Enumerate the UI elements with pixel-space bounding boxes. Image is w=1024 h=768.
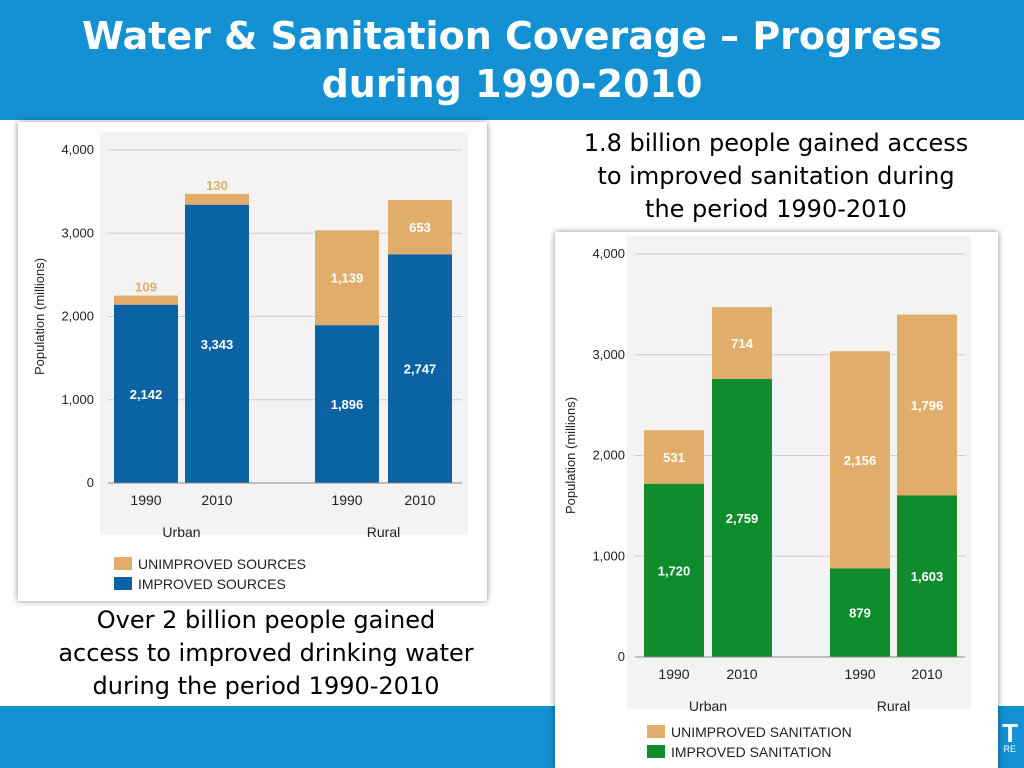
water-y-tick-label: 4,000	[61, 142, 94, 157]
water-y-tick-label: 0	[87, 475, 94, 490]
water-data-label: 2,142	[130, 387, 163, 402]
water-group-label: Urban	[162, 524, 200, 540]
water-bar-improved-sources	[315, 325, 379, 483]
sanitation-data-label: 2,156	[844, 453, 877, 468]
water-x-tick-label: 1990	[130, 492, 161, 508]
sanitation-bar-improved-sanitation	[897, 495, 957, 657]
sanitation-x-tick-label: 2010	[911, 666, 942, 682]
water-caption-line-2: access to improved drinking water	[58, 639, 474, 667]
water-x-tick-label: 2010	[404, 492, 435, 508]
sanitation-legend-swatch	[647, 725, 665, 738]
water-data-label: 653	[409, 220, 431, 235]
water-bar-unimproved-sources	[185, 193, 249, 205]
sanitation-data-label: 1,796	[911, 398, 944, 413]
water-data-label: 1,139	[331, 271, 364, 286]
sanitation-data-label: 714	[731, 336, 753, 351]
sanitation-bar-unimproved-sanitation	[897, 314, 957, 496]
sanitation-caption-line-3: the period 1990-2010	[645, 195, 907, 223]
water-data-label: 1,896	[331, 397, 364, 412]
water-bar-unimproved-sources	[114, 295, 178, 305]
water-bar-unimproved-sources	[388, 199, 452, 255]
sanitation-caption-line-1: 1.8 billion people gained access	[583, 129, 969, 157]
sanitation-bar-improved-sanitation	[712, 379, 772, 657]
water-legend-label: IMPROVED SOURCES	[138, 576, 286, 592]
water-bar-improved-sources	[388, 254, 452, 483]
sanitation-y-tick-label: 1,000	[592, 548, 625, 563]
sanitation-data-label: 531	[663, 450, 685, 465]
water-bar-improved-sources	[185, 204, 249, 483]
water-y-tick-label: 1,000	[61, 392, 94, 407]
sanitation-caption: 1.8 billion people gained access to impr…	[536, 127, 1016, 226]
sanitation-data-label: 879	[849, 606, 871, 621]
water-data-label: 109	[135, 280, 157, 295]
water-bar-unimproved-sources	[315, 230, 379, 326]
water-y-tick-label: 2,000	[61, 309, 94, 324]
sanitation-y-axis-label: Population (millions)	[563, 397, 578, 514]
water-legend-label: UNIMPROVED SOURCES	[138, 556, 306, 572]
water-data-label: 130	[206, 178, 228, 193]
sanitation-x-tick-label: 1990	[844, 666, 875, 682]
water-caption: Over 2 billion people gained access to i…	[8, 604, 524, 703]
sanitation-caption-line-2: to improved sanitation during	[597, 162, 955, 190]
water-coverage-chart: 0 1,000 2,000 3,000 4,000 Population (million…	[32, 132, 468, 592]
sanitation-chart-panel: 0 1,000 2,000 3,000 4,000 Population (million…	[555, 232, 998, 768]
water-caption-line-3: during the period 1990-2010	[92, 672, 440, 700]
sanitation-x-tick-label: 2010	[726, 666, 757, 682]
sanitation-y-tick-label: 3,000	[592, 347, 625, 362]
sanitation-bar-unimproved-sanitation	[644, 430, 704, 484]
water-chart-panel: 0 1,000 2,000 3,000 4,000 Population (million…	[18, 122, 487, 601]
water-data-label: 2,747	[404, 362, 437, 377]
sanitation-legend-swatch	[647, 745, 665, 758]
sanitation-y-tick-label: 2,000	[592, 448, 625, 463]
water-legend-swatch	[114, 577, 132, 590]
sanitation-y-tick-label: 4,000	[592, 246, 625, 261]
sanitation-data-label: 1,603	[911, 569, 944, 584]
water-bar-improved-sources	[114, 304, 178, 483]
sanitation-coverage-chart: 0 1,000 2,000 3,000 4,000 Population (million…	[563, 236, 971, 760]
slide-title-line-1: Water & Sanitation Coverage – Progress	[82, 14, 942, 58]
sanitation-bar-improved-sanitation	[830, 568, 890, 657]
slide-title-line-2: during 1990-2010	[321, 62, 703, 106]
sanitation-group-label: Urban	[689, 698, 727, 714]
slide-title: Water & Sanitation Coverage – Progress d…	[0, 12, 1024, 108]
sanitation-bar-unimproved-sanitation	[830, 351, 890, 569]
sanitation-legend-label: UNIMPROVED SANITATION	[671, 724, 852, 740]
water-caption-line-1: Over 2 billion people gained	[96, 606, 436, 634]
water-group-label: Rural	[367, 524, 400, 540]
footer-logo-subtext: RE	[1003, 744, 1016, 754]
water-x-tick-label: 2010	[201, 492, 232, 508]
water-legend-swatch	[114, 557, 132, 570]
water-x-tick-label: 1990	[331, 492, 362, 508]
title-banner	[0, 0, 1024, 120]
water-data-label: 3,343	[201, 337, 234, 352]
sanitation-y-tick-label: 0	[618, 649, 625, 664]
water-y-axis-label: Population (millions)	[32, 258, 47, 375]
sanitation-data-label: 2,759	[726, 511, 759, 526]
sanitation-x-tick-label: 1990	[658, 666, 689, 682]
sanitation-legend-label: IMPROVED SANITATION	[671, 744, 832, 760]
sanitation-group-label: Rural	[877, 698, 910, 714]
sanitation-bar-improved-sanitation	[644, 483, 704, 657]
sanitation-bar-unimproved-sanitation	[712, 307, 772, 380]
footer-logo-text: T	[1002, 718, 1018, 748]
sanitation-data-label: 1,720	[658, 563, 691, 578]
water-y-tick-label: 3,000	[61, 225, 94, 240]
